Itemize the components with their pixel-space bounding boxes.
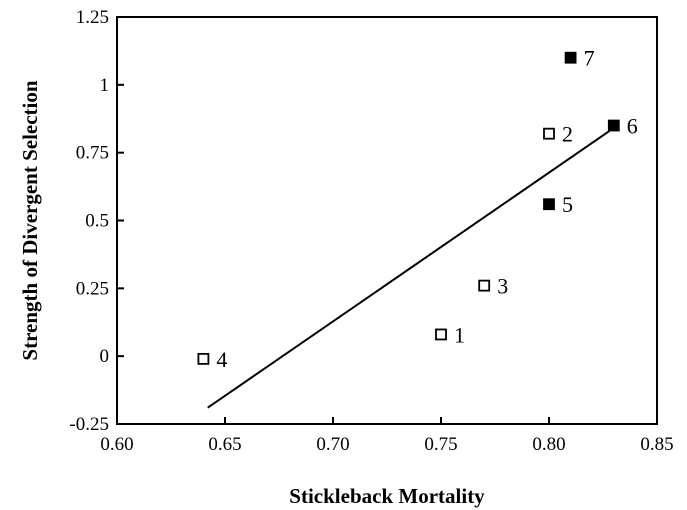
point-label: 2 [562,122,573,147]
point-label: 4 [216,347,227,372]
point-label: 7 [584,46,595,71]
y-tick-label: 0.75 [76,143,109,164]
point-label: 6 [627,114,638,139]
point-label: 1 [454,322,465,347]
point-label: 5 [562,192,573,217]
x-axis-title: Stickleback Mortality [289,484,485,508]
x-tick-label: 0.65 [208,434,241,455]
open-square-marker [435,328,447,341]
y-tick-label: 0 [100,346,110,367]
y-tick-label: 0.25 [76,278,109,299]
x-tick-label: 0.60 [100,434,133,455]
filled-square-marker [564,51,577,64]
point-label: 3 [497,274,508,299]
y-tick-label: -0.25 [69,414,109,435]
x-tick-label: 0.80 [532,434,565,455]
x-tick-labels: 0.60 0.65 0.70 0.75 0.80 0.85 [100,434,673,455]
x-tick-label: 0.75 [424,434,457,455]
regression-line [207,130,611,409]
y-tick-label: 1 [100,75,110,96]
open-square-marker [197,352,210,365]
y-tick-label: 0.5 [85,211,109,232]
data-points: 1 2 3 4 5 6 7 [197,46,638,372]
open-square-marker [478,279,491,292]
x-tick-label: 0.70 [316,434,349,455]
open-square-marker [543,127,555,140]
filled-square-marker [607,119,620,132]
y-tick-label: 1.25 [76,7,109,28]
axis-ticks [116,16,658,425]
y-tick-labels: -0.25 0 0.25 0.5 0.75 1 1.25 [69,7,109,435]
filled-square-marker [543,198,555,211]
y-axis-title: Strength of Divergent Selection [18,80,42,360]
x-tick-label: 0.85 [640,434,673,455]
